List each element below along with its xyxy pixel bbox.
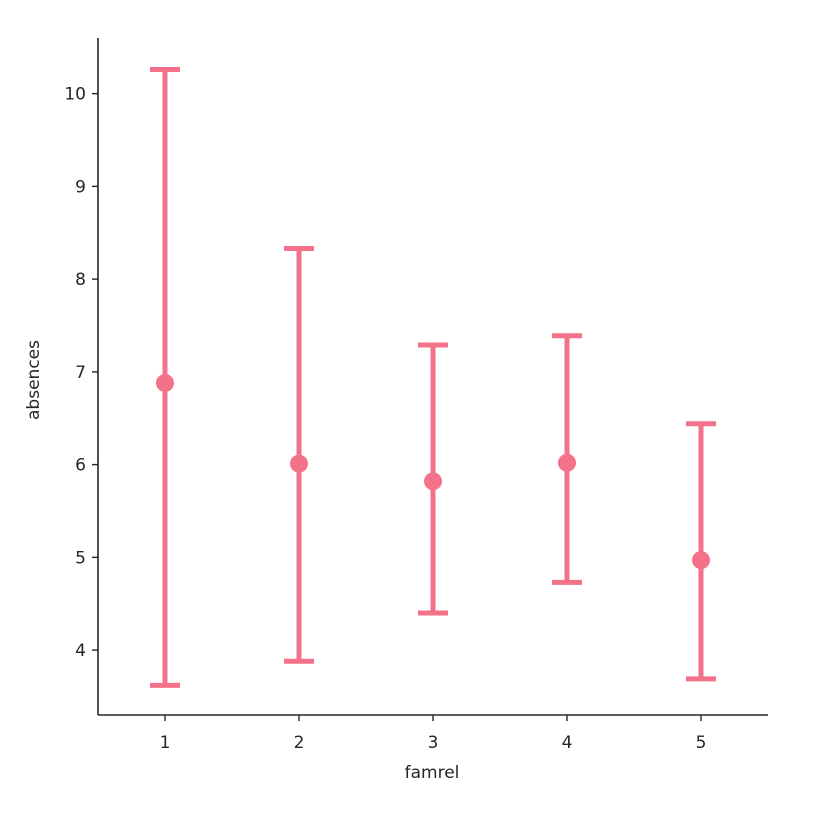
mean-point (290, 454, 308, 473)
mean-point (558, 453, 576, 472)
mean-point (692, 551, 710, 570)
y-tick-label: 8 (75, 270, 86, 290)
x-tick-label: 5 (696, 733, 707, 753)
y-tick-label: 9 (75, 177, 86, 197)
x-tick-label: 1 (160, 733, 171, 753)
y-tick-label: 7 (75, 363, 86, 383)
x-tick-label: 4 (562, 733, 573, 753)
mean-point (156, 373, 174, 392)
y-tick-label: 10 (64, 85, 86, 105)
x-axis-label: famrel (405, 763, 460, 783)
x-tick-label: 2 (294, 733, 305, 753)
y-axis-ticks: 4 5 6 7 8 9 10 (64, 85, 98, 661)
mean-points (156, 373, 710, 570)
x-tick-label: 3 (428, 733, 439, 753)
y-tick-label: 5 (75, 548, 86, 568)
error-bars (150, 67, 716, 688)
y-axis-label: absences (24, 340, 44, 420)
mean-point (424, 472, 442, 491)
y-tick-label: 6 (75, 456, 86, 476)
x-axis-ticks: 1 2 3 4 5 (160, 715, 707, 753)
y-tick-label: 4 (75, 641, 86, 661)
